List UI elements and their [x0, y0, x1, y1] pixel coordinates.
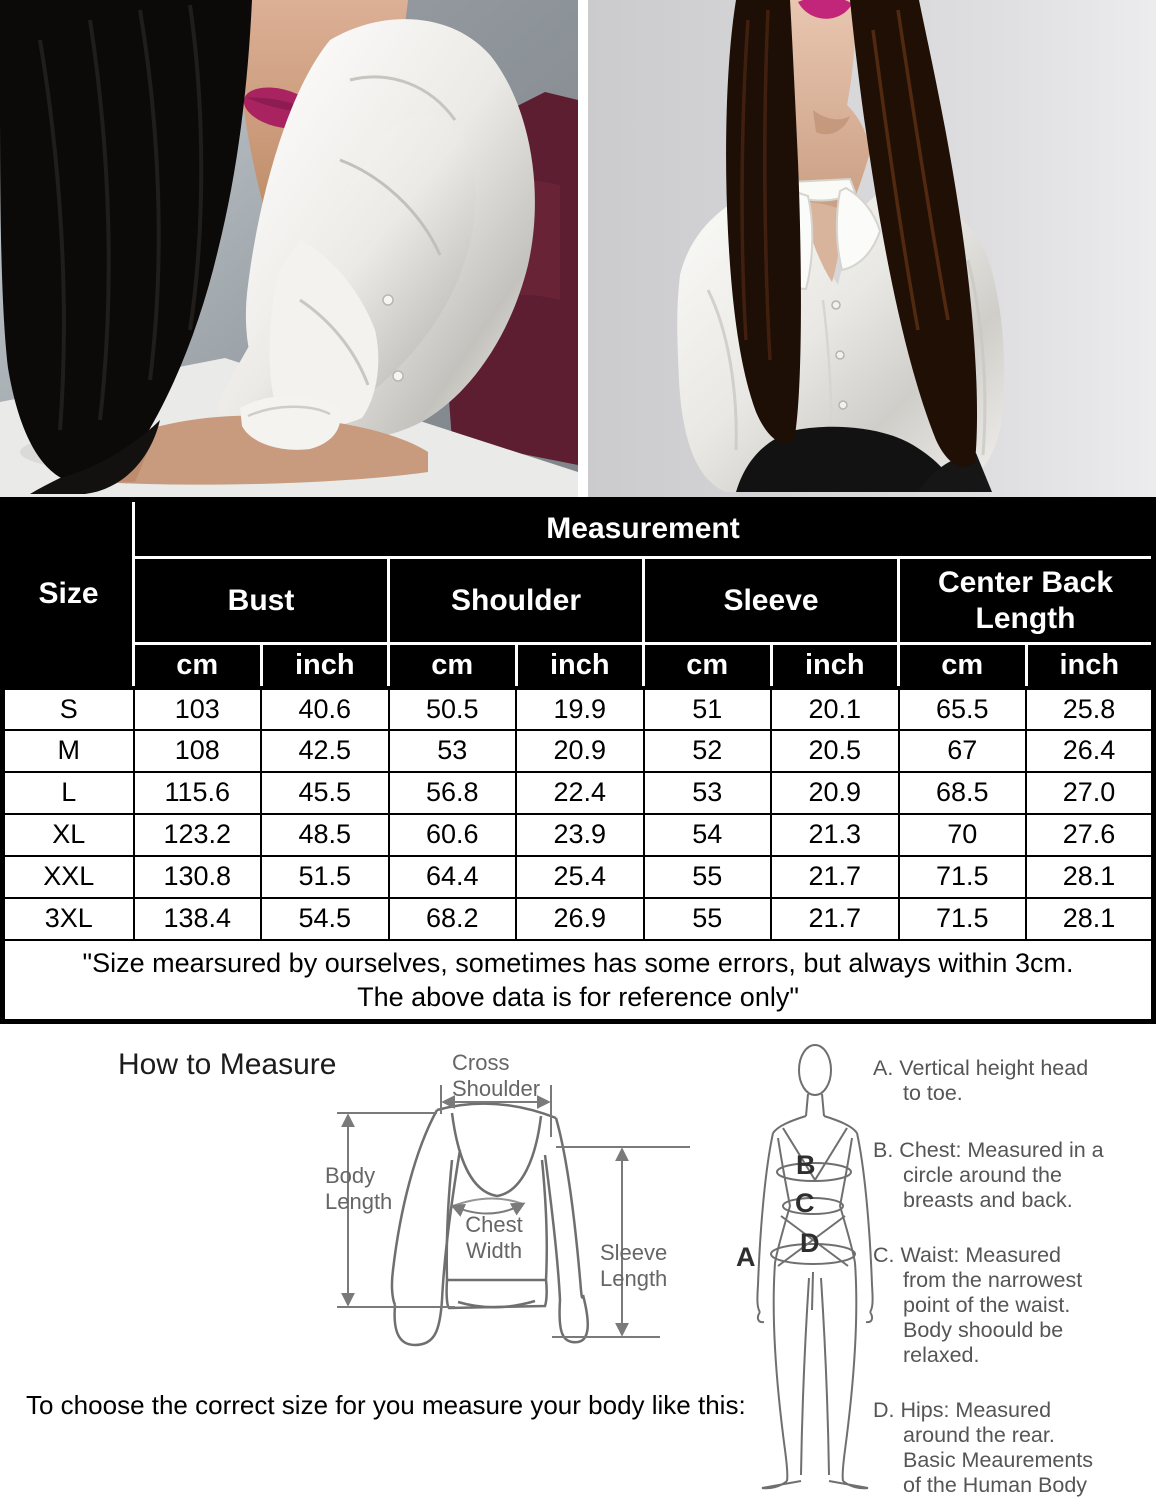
value-cell: 23.9	[515, 812, 645, 857]
value-cell: 60.6	[387, 812, 517, 857]
size-cell: XL	[1, 812, 135, 857]
unit-inch: inch	[514, 642, 645, 689]
value-cell: 28.1	[1025, 896, 1155, 941]
value-cell: 71.5	[897, 854, 1027, 899]
value-cell: 40.6	[260, 685, 390, 731]
value-cell: 65.5	[897, 685, 1027, 731]
value-cell: 26.4	[1025, 728, 1155, 773]
value-cell: 21.7	[770, 896, 900, 941]
value-cell: 25.4	[515, 854, 645, 899]
value-cell: 51	[642, 685, 772, 731]
value-cell: 67	[897, 728, 1027, 773]
value-cell: 130.8	[132, 854, 262, 899]
photo-divider	[578, 0, 588, 497]
value-cell: 45.5	[260, 770, 390, 815]
value-cell: 20.9	[770, 770, 900, 815]
size-cell: XXL	[1, 854, 135, 899]
value-cell: 108	[132, 728, 262, 773]
header-center-back-length: Center Back Length	[897, 556, 1155, 645]
value-cell: 56.8	[387, 770, 517, 815]
table-row-xxl: XXL 130.8 51.5 64.4 25.4 55 21.7 71.5 28…	[1, 854, 1155, 899]
body-letter-d: D	[800, 1228, 820, 1258]
value-cell: 52	[642, 728, 772, 773]
value-cell: 19.9	[515, 685, 645, 731]
table-row-3xl: 3XL 138.4 54.5 68.2 26.9 55 21.7 71.5 28…	[1, 896, 1155, 941]
size-cell: S	[1, 685, 135, 731]
header-shoulder: Shoulder	[387, 556, 645, 645]
measure-arrows	[337, 1085, 690, 1338]
value-cell: 53	[387, 728, 517, 773]
label-sleeve-length: Sleeve Length	[600, 1240, 668, 1291]
table-row-xl: XL 123.2 48.5 60.6 23.9 54 21.3 70 27.6	[1, 812, 1155, 857]
value-cell: 27.6	[1025, 812, 1155, 857]
value-cell: 64.4	[387, 854, 517, 899]
unit-cm: cm	[642, 642, 773, 689]
value-cell: 68.2	[387, 896, 517, 941]
size-cell: 3XL	[1, 896, 135, 941]
value-cell: 115.6	[132, 770, 262, 815]
value-cell: 103	[132, 685, 262, 731]
choose-size-footer: To choose the correct size for you measu…	[26, 1390, 746, 1420]
value-cell: 53	[642, 770, 772, 815]
header-measurement: Measurement	[132, 498, 1155, 559]
table-row-l: L 115.6 45.5 56.8 22.4 53 20.9 68.5 27.0	[1, 770, 1155, 815]
value-cell: 55	[642, 896, 772, 941]
size-cell: M	[1, 728, 135, 773]
header-size: Size	[1, 498, 135, 689]
value-cell: 68.5	[897, 770, 1027, 815]
label-body-length: Body Length	[325, 1163, 393, 1214]
header-sleeve: Sleeve	[642, 556, 900, 645]
product-photos	[0, 0, 1156, 497]
instruction-a: A. Vertical height head to toe.	[873, 1056, 1089, 1105]
body-letter-a: A	[736, 1242, 756, 1272]
measure-diagrams	[337, 1044, 874, 1490]
size-note: "Size mearsured by ourselves, sometimes …	[1, 938, 1155, 1022]
instruction-d: D. Hips: Measured around the rear. Basic…	[873, 1398, 1093, 1497]
value-cell: 54	[642, 812, 772, 857]
value-cell: 51.5	[260, 854, 390, 899]
label-chest-width: Chest Width	[465, 1212, 523, 1263]
unit-inch: inch	[1024, 642, 1155, 689]
unit-cm: cm	[387, 642, 518, 689]
table-row-m: M 108 42.5 53 20.9 52 20.5 67 26.4	[1, 728, 1155, 773]
how-to-measure-heading: How to Measure	[118, 1048, 337, 1081]
instruction-b: B. Chest: Measured in a circle around th…	[873, 1138, 1104, 1212]
body-letter-c: C	[795, 1188, 815, 1218]
value-cell: 71.5	[897, 896, 1027, 941]
body-figure-diagram	[756, 1044, 874, 1490]
header-bust: Bust	[132, 556, 390, 645]
size-chart-table: Size Measurement Bust Shoulder Sleeve Ce…	[0, 497, 1156, 1024]
value-cell: 25.8	[1025, 685, 1155, 731]
unit-inch: inch	[259, 642, 390, 689]
value-cell: 22.4	[515, 770, 645, 815]
unit-inch: inch	[769, 642, 900, 689]
body-letter-b: B	[796, 1150, 816, 1180]
label-cross-shoulder: Cross Shoulder	[452, 1050, 541, 1101]
value-cell: 20.5	[770, 728, 900, 773]
value-cell: 20.1	[770, 685, 900, 731]
value-cell: 42.5	[260, 728, 390, 773]
table-row-s: S 103 40.6 50.5 19.9 51 20.1 65.5 25.8	[1, 685, 1155, 731]
value-cell: 138.4	[132, 896, 262, 941]
value-cell: 54.5	[260, 896, 390, 941]
value-cell: 28.1	[1025, 854, 1155, 899]
photo-model-standing	[588, 0, 1156, 497]
value-cell: 21.3	[770, 812, 900, 857]
instruction-c: C. Waist: Measured from the narrowest po…	[873, 1243, 1083, 1367]
value-cell: 48.5	[260, 812, 390, 857]
value-cell: 27.0	[1025, 770, 1155, 815]
unit-cm: cm	[132, 642, 263, 689]
value-cell: 20.9	[515, 728, 645, 773]
value-cell: 21.7	[770, 854, 900, 899]
value-cell: 70	[897, 812, 1027, 857]
value-cell: 123.2	[132, 812, 262, 857]
value-cell: 55	[642, 854, 772, 899]
value-cell: 26.9	[515, 896, 645, 941]
unit-cm: cm	[897, 642, 1028, 689]
size-cell: L	[1, 770, 135, 815]
value-cell: 50.5	[387, 685, 517, 731]
how-to-measure-section: How to Measure Cross Shoulder Body Lengt…	[0, 1010, 1156, 1500]
photo-model-leaning	[0, 0, 578, 497]
